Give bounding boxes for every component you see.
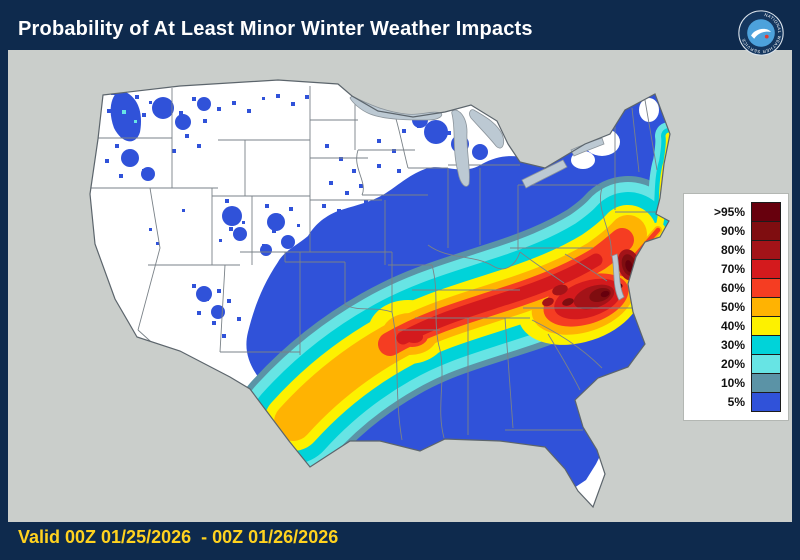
legend-swatch [751, 335, 781, 355]
legend-label: 60% [720, 281, 745, 295]
probability-shading [105, 89, 670, 498]
nws-logo: NATIONAL WEATHER SERVICE [738, 10, 784, 56]
legend-row: 30% [691, 335, 781, 355]
nws-logo-graphic: NATIONAL WEATHER SERVICE [738, 10, 784, 56]
state-borders [91, 86, 663, 441]
legend-label: 5% [727, 395, 745, 409]
legend-row: 10% [691, 373, 781, 393]
legend-row: 40% [691, 316, 781, 336]
bird-icon [751, 28, 771, 39]
legend-label: 20% [720, 357, 745, 371]
logo-sky [747, 19, 775, 47]
legend-swatch [751, 373, 781, 393]
lake-michigan [451, 109, 470, 187]
lake-superior [349, 95, 443, 121]
legend-row: 20% [691, 354, 781, 374]
pocket-95pct [600, 290, 610, 298]
legend-swatch [751, 297, 781, 317]
legend-label: 50% [720, 300, 745, 314]
legend-swatch [751, 316, 781, 336]
logo-red-dot [764, 34, 769, 39]
legend-label: 70% [720, 262, 745, 276]
page-title: Probability of At Least Minor Winter Wea… [18, 17, 533, 40]
great-lakes [349, 95, 625, 301]
legend-row: 5% [691, 392, 781, 412]
legend-swatch [751, 221, 781, 241]
title-bar: Probability of At Least Minor Winter Wea… [8, 8, 792, 56]
legend-swatch [751, 259, 781, 279]
legend-row: 70% [691, 259, 781, 279]
valid-time-bar: Valid 00Z 01/25/2026 - 00Z 01/26/2026 [8, 522, 792, 552]
legend-row: >95% [691, 202, 781, 222]
legend-panel: >95% 90% 80% 70% 60% 50% 40% 30% 20% 10%… [684, 194, 788, 420]
legend-label: 10% [720, 376, 745, 390]
legend-label: 40% [720, 319, 745, 333]
legend-label: 30% [720, 338, 745, 352]
legend-swatch [751, 240, 781, 260]
legend-row: 60% [691, 278, 781, 298]
legend-swatch [751, 278, 781, 298]
arkansas-70pct [405, 331, 423, 343]
legend-row: 50% [691, 297, 781, 317]
valid-time-text: Valid 00Z 01/25/2026 - 00Z 01/26/2026 [18, 526, 339, 547]
legend-row: 90% [691, 221, 781, 241]
legend-swatch [751, 354, 781, 374]
legend-swatch [751, 202, 781, 222]
legend-label: 90% [720, 224, 745, 238]
chesapeake-bay [611, 253, 625, 301]
us-probability-map [8, 50, 792, 522]
map-area: >95% 90% 80% 70% 60% 50% 40% 30% 20% 10%… [8, 50, 792, 522]
lake-huron [469, 109, 504, 149]
legend-label: >95% [713, 205, 745, 219]
nw-cyan-specks [122, 110, 137, 123]
legend-row: 80% [691, 240, 781, 260]
legend-label: 80% [720, 243, 745, 257]
legend-swatch [751, 392, 781, 412]
lake-erie [521, 159, 568, 189]
